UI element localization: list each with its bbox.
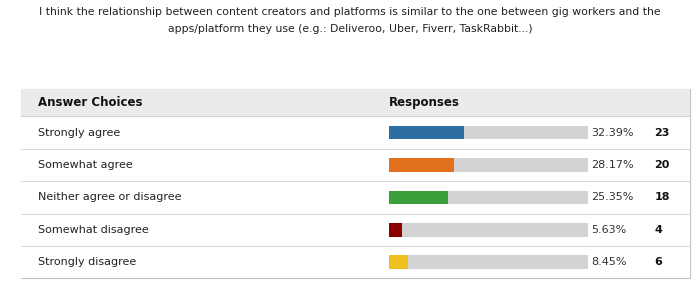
FancyBboxPatch shape — [21, 149, 690, 181]
Text: I think the relationship between content creators and platforms is similar to th: I think the relationship between content… — [39, 7, 661, 17]
FancyBboxPatch shape — [389, 191, 588, 204]
Text: 32.39%: 32.39% — [592, 128, 634, 138]
Text: 20: 20 — [654, 160, 670, 170]
FancyBboxPatch shape — [389, 223, 588, 237]
Text: 5.63%: 5.63% — [592, 225, 626, 235]
FancyBboxPatch shape — [389, 255, 408, 269]
FancyBboxPatch shape — [21, 181, 690, 214]
FancyBboxPatch shape — [389, 223, 402, 237]
Text: Neither agree or disagree: Neither agree or disagree — [38, 192, 182, 202]
Text: Responses: Responses — [389, 97, 459, 109]
Text: Somewhat disagree: Somewhat disagree — [38, 225, 149, 235]
Text: 4: 4 — [654, 225, 662, 235]
Text: 23: 23 — [654, 128, 670, 138]
Text: Strongly agree: Strongly agree — [38, 128, 120, 138]
FancyBboxPatch shape — [389, 158, 588, 172]
Text: 18: 18 — [654, 192, 670, 202]
FancyBboxPatch shape — [389, 191, 448, 204]
Text: 25.35%: 25.35% — [592, 192, 634, 202]
FancyBboxPatch shape — [21, 214, 690, 246]
FancyBboxPatch shape — [389, 126, 588, 139]
FancyBboxPatch shape — [389, 158, 454, 172]
Text: Strongly disagree: Strongly disagree — [38, 257, 136, 267]
Text: Answer Choices: Answer Choices — [38, 97, 143, 109]
Text: 28.17%: 28.17% — [592, 160, 634, 170]
FancyBboxPatch shape — [389, 255, 588, 269]
FancyBboxPatch shape — [21, 246, 690, 278]
FancyBboxPatch shape — [21, 116, 690, 149]
Text: 8.45%: 8.45% — [592, 257, 627, 267]
FancyBboxPatch shape — [389, 126, 464, 139]
FancyBboxPatch shape — [21, 89, 690, 278]
Text: apps/platform they use (e.g.: Deliveroo, Uber, Fiverr, TaskRabbit...): apps/platform they use (e.g.: Deliveroo,… — [168, 24, 532, 34]
Text: Somewhat agree: Somewhat agree — [38, 160, 133, 170]
FancyBboxPatch shape — [21, 89, 690, 116]
Text: 6: 6 — [654, 257, 662, 267]
